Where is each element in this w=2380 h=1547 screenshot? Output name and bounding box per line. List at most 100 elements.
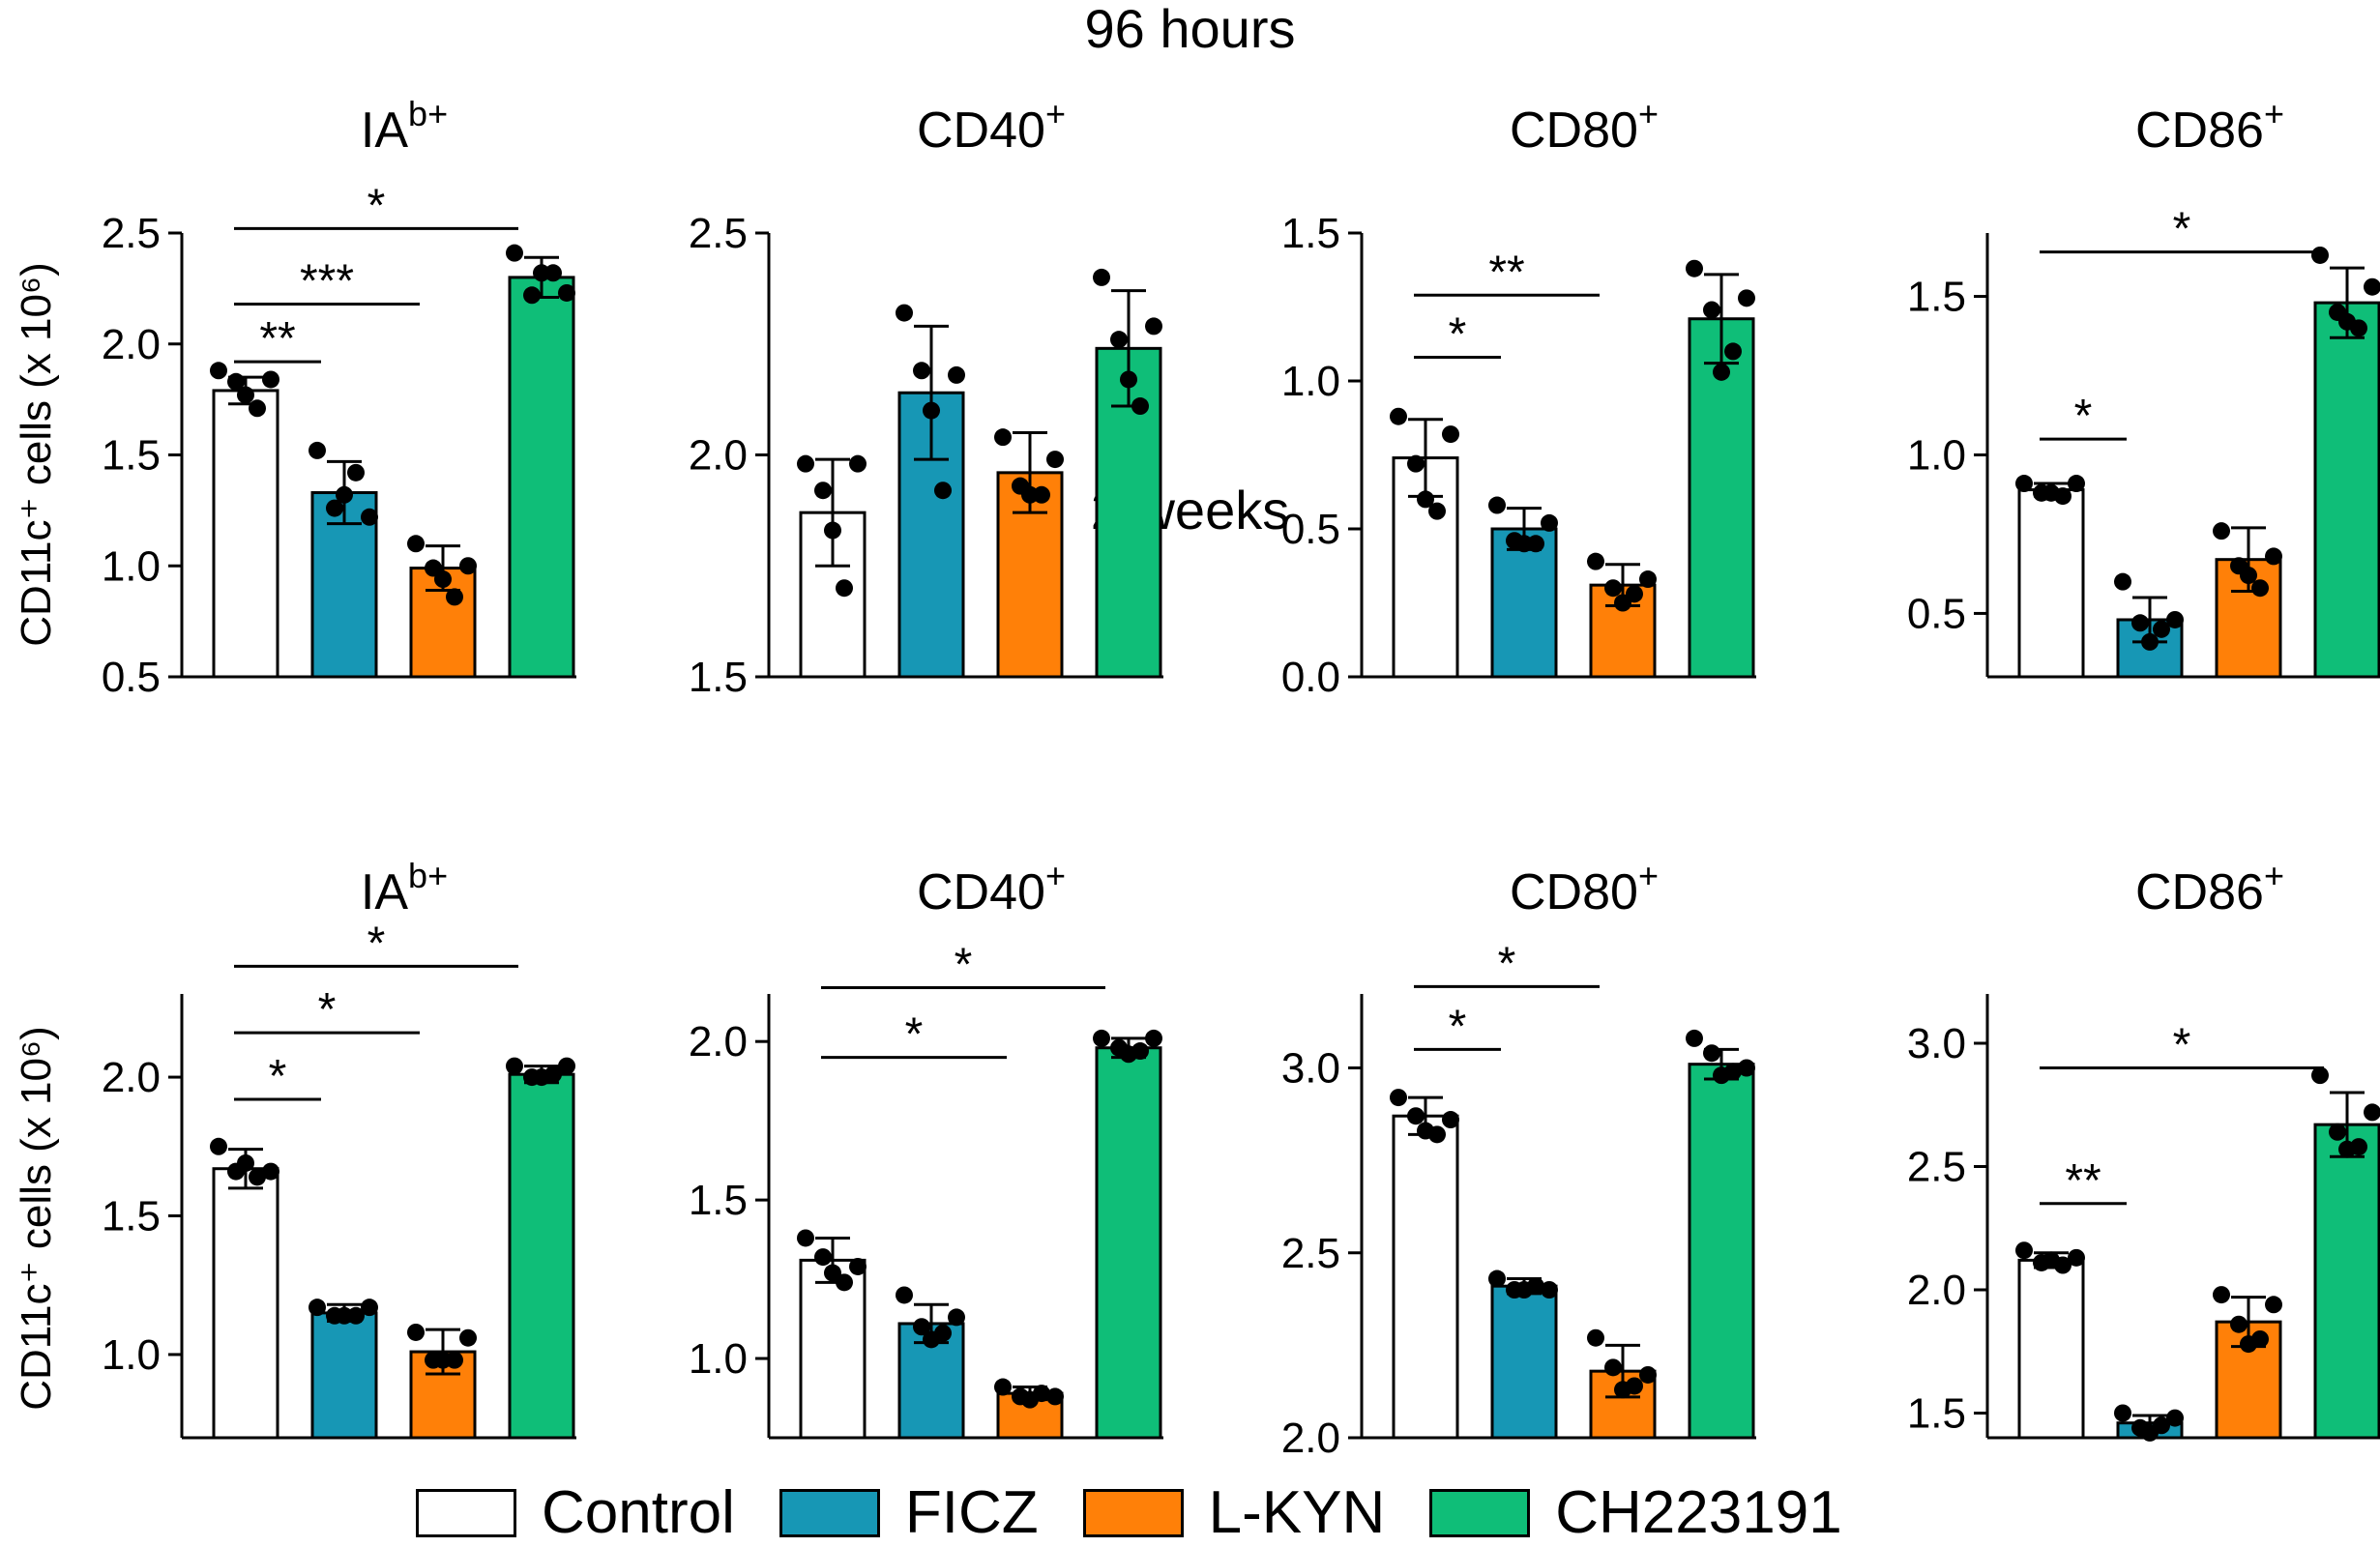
panel-6: CD80+2.02.53.0** xyxy=(1281,856,1756,1462)
data-point xyxy=(544,1065,562,1084)
data-point xyxy=(2054,487,2071,506)
data-point xyxy=(249,399,266,418)
data-point xyxy=(2015,475,2033,493)
data-point xyxy=(1488,496,1506,514)
y-tick-label: 2.0 xyxy=(689,432,748,480)
data-point xyxy=(309,1299,326,1317)
significance-label: * xyxy=(1449,1001,1467,1052)
data-point xyxy=(1686,1029,1703,1047)
data-point xyxy=(309,441,326,459)
bar-control xyxy=(2017,488,2085,679)
significance-label: ** xyxy=(2065,1155,2101,1207)
panel-title: IAb+ xyxy=(361,94,448,159)
data-point xyxy=(1110,331,1128,349)
data-point xyxy=(1407,454,1425,473)
data-point xyxy=(446,588,463,606)
y-axis-label: CD11c⁺ cells (x 10⁶) xyxy=(13,1026,60,1411)
data-point xyxy=(1738,289,1755,307)
data-point xyxy=(1131,397,1149,416)
data-point xyxy=(2213,1286,2230,1304)
panel-title-superscript: + xyxy=(1045,94,1066,133)
data-point xyxy=(1626,585,1643,603)
y-tick-label: 1.0 xyxy=(102,1331,161,1379)
bar-ch223191 xyxy=(1688,1063,1755,1440)
panel-title-main: CD80 xyxy=(1510,864,1638,920)
legend-item-ficz: FICZ xyxy=(779,1483,1039,1543)
data-point xyxy=(523,286,541,305)
data-point xyxy=(336,485,353,504)
panel-1: CD40+1.52.02.5 xyxy=(689,94,1163,701)
y-tick-label: 1.5 xyxy=(1907,274,1966,321)
data-point xyxy=(1686,259,1703,277)
data-point xyxy=(2213,522,2230,540)
data-point xyxy=(506,244,523,262)
legend-swatch-control xyxy=(416,1489,516,1537)
y-tick-label: 0.0 xyxy=(1281,654,1340,701)
panel-title-main: IA xyxy=(361,102,408,159)
significance-label: * xyxy=(367,918,386,969)
panel-title: IAb+ xyxy=(361,856,448,920)
data-point xyxy=(1442,425,1459,444)
data-point xyxy=(2153,620,2170,638)
bar-ficz xyxy=(1490,1284,1558,1440)
data-point xyxy=(2230,1315,2248,1333)
data-point xyxy=(446,1351,463,1369)
row-title-96-hours: 96 hours xyxy=(1084,0,1296,59)
y-tick-label: 2.5 xyxy=(1907,1144,1966,1191)
panel-title-main: CD86 xyxy=(2135,864,2264,920)
data-point xyxy=(2114,1404,2131,1422)
data-point xyxy=(923,401,940,420)
data-point xyxy=(2068,1248,2085,1267)
data-point xyxy=(1046,451,1064,469)
data-point xyxy=(558,283,575,302)
data-point xyxy=(2251,579,2269,598)
y-axis-label: CD11c⁺ cells (x 10⁶) xyxy=(13,262,60,647)
data-point xyxy=(407,535,425,553)
y-tick-label: 0.5 xyxy=(102,654,161,701)
y-tick-label: 2.0 xyxy=(102,321,161,368)
panel-title-superscript: + xyxy=(1045,856,1066,895)
data-point xyxy=(814,1248,832,1267)
panel-title-main: IA xyxy=(361,864,408,920)
data-point xyxy=(2114,572,2131,591)
y-tick-label: 1.0 xyxy=(1907,432,1966,480)
bar-control xyxy=(212,389,279,679)
panel-7: CD86+1.52.02.53.0*** xyxy=(1907,856,2380,1442)
panel-4: IAb+ 1.0 1.5 2.0 * * * xyxy=(102,856,576,1440)
data-point xyxy=(814,482,832,500)
bar-ch223191 xyxy=(2313,301,2380,679)
significance-label: * xyxy=(1498,938,1516,989)
panel-title-main: CD40 xyxy=(917,102,1045,159)
panel-title-superscript: b+ xyxy=(408,94,448,133)
y-tick-label: 3.0 xyxy=(1907,1020,1966,1067)
y-tick-label: 1.5 xyxy=(1907,1390,1966,1438)
data-point xyxy=(1145,1029,1162,1047)
panel-3: CD86+0.51.01.5** xyxy=(1907,94,2380,679)
data-point xyxy=(2364,277,2380,296)
legend-swatch-ch223191 xyxy=(1429,1489,1531,1537)
data-point xyxy=(407,1323,425,1341)
y-tick-label: 2.5 xyxy=(689,210,748,257)
panel-title-superscript: + xyxy=(2264,94,2284,133)
data-point xyxy=(237,386,254,404)
data-point xyxy=(1488,1270,1506,1288)
data-point xyxy=(1390,407,1407,425)
panel-5: CD40+1.01.52.0 ** xyxy=(689,856,1163,1440)
data-point xyxy=(948,1308,965,1327)
panel-0: IAb+0.51.01.52.02.5****** xyxy=(102,94,576,701)
y-tick-label: 2.0 xyxy=(1281,1415,1340,1462)
data-point xyxy=(1093,1029,1110,1047)
panel-title-superscript: + xyxy=(1638,856,1659,895)
data-point xyxy=(361,1299,378,1317)
significance-label: * xyxy=(269,1051,287,1102)
data-point xyxy=(849,454,867,473)
data-point xyxy=(2350,1138,2367,1156)
data-point xyxy=(824,521,841,540)
data-point xyxy=(2240,567,2257,585)
bar-control xyxy=(1392,1114,1459,1440)
bar-control xyxy=(2017,1258,2085,1440)
data-point xyxy=(1120,370,1137,389)
data-point xyxy=(836,1273,853,1292)
data-point xyxy=(934,1324,952,1342)
